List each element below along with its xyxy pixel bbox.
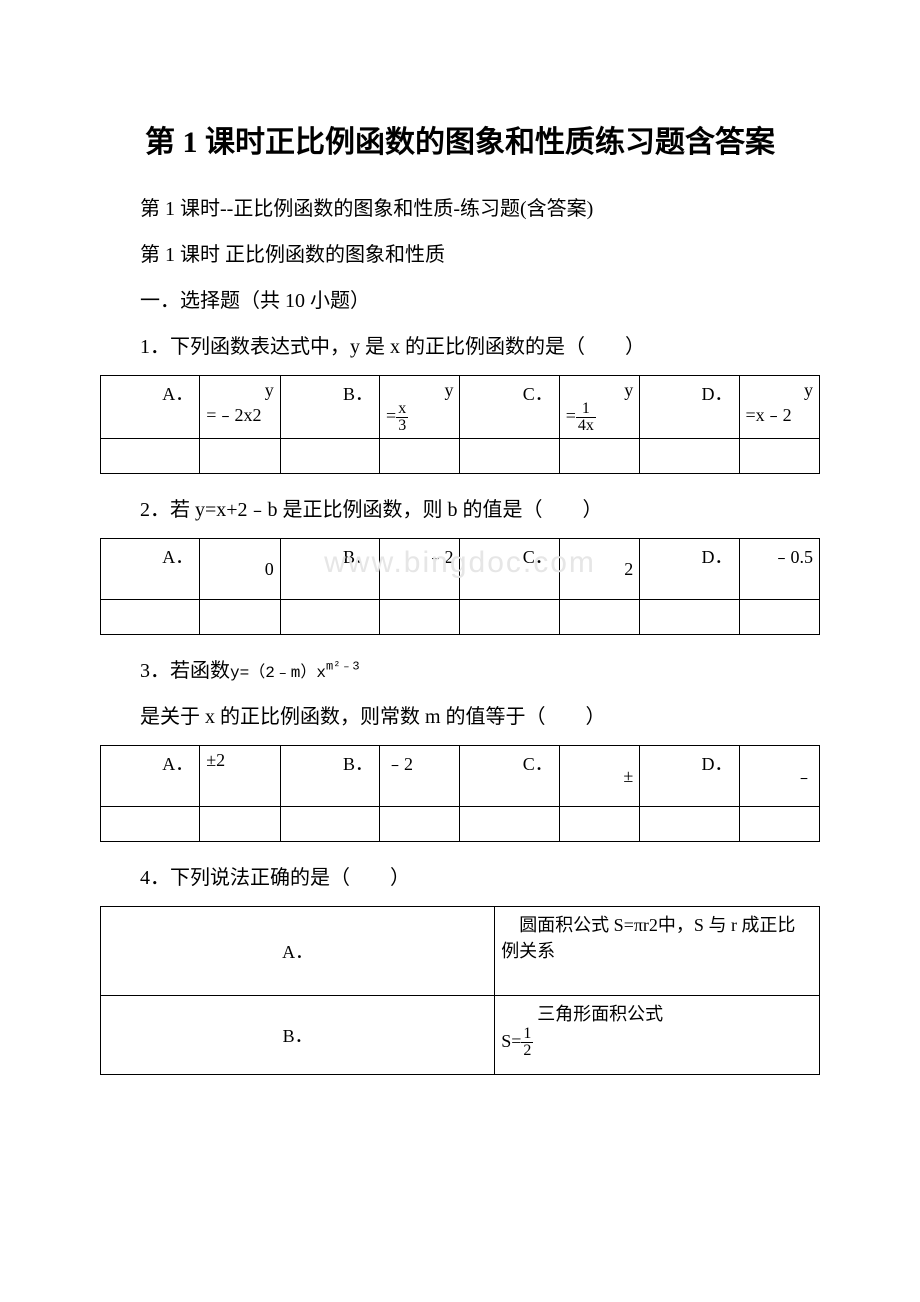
option-a-value: 0 bbox=[200, 539, 280, 600]
paragraph: 第 1 课时--正比例函数的图象和性质-练习题(含答案) bbox=[100, 189, 820, 229]
options-table-1: A． y =﹣2x2 B． y =x3 C． y bbox=[100, 375, 820, 474]
option-b-value: y =x3 bbox=[380, 376, 460, 439]
fraction: S=12 bbox=[501, 1031, 533, 1051]
fraction: =14x bbox=[566, 401, 596, 434]
option-b-value: ﹣2 bbox=[380, 539, 460, 600]
option-d-label: D． bbox=[640, 746, 739, 807]
table-row bbox=[101, 439, 820, 474]
option-b-label: B． bbox=[280, 746, 379, 807]
question-2: 2．若 y=x+2﹣b 是正比例函数，则 b 的值是（ ） bbox=[100, 490, 820, 530]
option-a-label: A． bbox=[101, 539, 200, 600]
question-1: 1．下列函数表达式中，y 是 x 的正比例函数的是（ ） bbox=[100, 327, 820, 367]
table-row: A． 圆面积公式 S=πr2中，S 与 r 成正比例关系 bbox=[101, 907, 820, 996]
option-c-label: C． bbox=[460, 746, 559, 807]
question-3: 3．若函数y=（2﹣m）xm²﹣3 bbox=[100, 651, 820, 691]
option-d-value: ﹣0.5 bbox=[739, 539, 820, 600]
fraction: =x3 bbox=[386, 401, 408, 434]
text: =﹣2x2 bbox=[206, 401, 261, 427]
option-a-value: y =﹣2x2 bbox=[200, 376, 280, 439]
option-a-label: A． bbox=[101, 907, 495, 996]
option-d-label: D． bbox=[640, 376, 739, 439]
table-row bbox=[101, 600, 820, 635]
option-c-value: ± bbox=[559, 746, 639, 807]
option-a-label: A． bbox=[101, 746, 200, 807]
option-a-label: A． bbox=[101, 376, 200, 439]
expression: y=（2﹣m）x bbox=[230, 664, 326, 682]
question-4: 4．下列说法正确的是（ ） bbox=[100, 858, 820, 898]
text: y bbox=[444, 380, 453, 401]
text: y bbox=[624, 380, 633, 401]
paragraph: 第 1 课时 正比例函数的图象和性质 bbox=[100, 235, 820, 275]
options-table-4: A． 圆面积公式 S=πr2中，S 与 r 成正比例关系 B． 三角形面积公式 … bbox=[100, 906, 820, 1075]
option-d-value: y =x﹣2 bbox=[739, 376, 820, 439]
text: =x﹣2 bbox=[746, 401, 792, 427]
text: 3．若函数 bbox=[140, 660, 230, 682]
option-d-label: D． bbox=[640, 539, 739, 600]
options-table-2: A． 0 B． ﹣2 C． 2 D． ﹣0.5 bbox=[100, 538, 820, 635]
text: 三角形面积公式 bbox=[501, 1000, 813, 1026]
table-row: A． 0 B． ﹣2 C． 2 D． ﹣0.5 bbox=[101, 539, 820, 600]
option-b-value: ﹣2 bbox=[380, 746, 460, 807]
question-3-cont: 是关于 x 的正比例函数，则常数 m 的值等于（ ） bbox=[100, 697, 820, 737]
option-d-value: ﹣ bbox=[739, 746, 820, 807]
table-row bbox=[101, 807, 820, 842]
text: y bbox=[265, 380, 274, 401]
option-b-value: 三角形面积公式 S=12 bbox=[495, 996, 820, 1075]
options-table-3: A． ±2 B． ﹣2 C． ± D． ﹣ bbox=[100, 745, 820, 842]
option-b-label: B． bbox=[101, 996, 495, 1075]
option-c-label: C． bbox=[460, 376, 559, 439]
superscript: m²﹣3 bbox=[326, 659, 360, 673]
option-c-label: C． bbox=[460, 539, 559, 600]
table-row: A． ±2 B． ﹣2 C． ± D． ﹣ bbox=[101, 746, 820, 807]
paragraph: 一．选择题（共 10 小题） bbox=[100, 281, 820, 321]
page-title: 第 1 课时正比例函数的图象和性质练习题含答案 bbox=[100, 120, 820, 165]
option-a-value: 圆面积公式 S=πr2中，S 与 r 成正比例关系 bbox=[495, 907, 820, 996]
option-b-label: B． bbox=[280, 539, 379, 600]
option-a-value: ±2 bbox=[200, 746, 280, 807]
table-row: A． y =﹣2x2 B． y =x3 C． y bbox=[101, 376, 820, 439]
text: y bbox=[804, 380, 813, 401]
option-c-value: y =14x bbox=[559, 376, 639, 439]
option-b-label: B． bbox=[280, 376, 379, 439]
table-row: B． 三角形面积公式 S=12 bbox=[101, 996, 820, 1075]
option-c-value: 2 bbox=[559, 539, 639, 600]
